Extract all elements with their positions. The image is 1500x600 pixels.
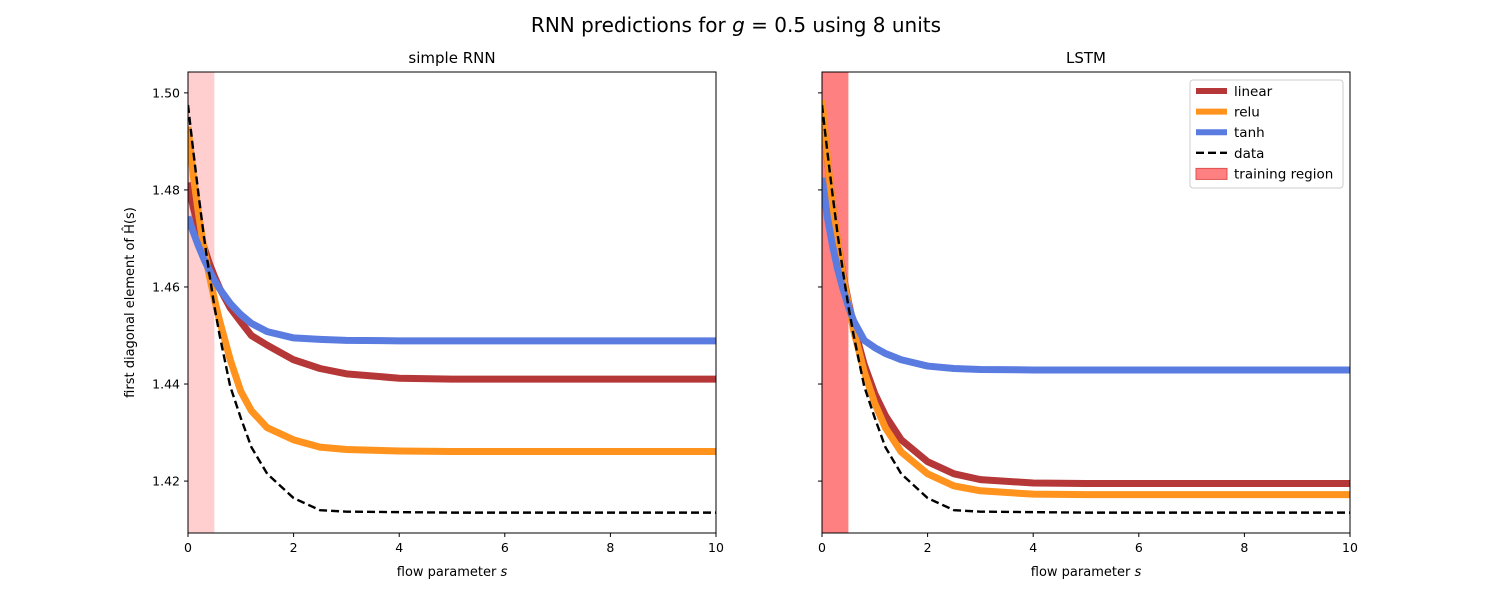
legend-box <box>1189 79 1344 189</box>
x-axis-label: flow parameter s <box>1031 565 1142 580</box>
series-line-data <box>822 104 1350 514</box>
x-tick-label: 0 <box>818 540 826 555</box>
legend-label: training region <box>1234 166 1333 182</box>
plot-area <box>188 104 716 514</box>
x-tick-label: 2 <box>924 540 932 555</box>
legend-label: tanh <box>1234 125 1265 141</box>
x-tick-label: 10 <box>1342 540 1358 555</box>
plot-area <box>822 99 1350 514</box>
series-line-linear <box>188 181 716 383</box>
x-axis-label-var: s <box>1134 565 1141 580</box>
x-tick-label: 0 <box>184 540 192 555</box>
y-tick-label: 1.42 <box>152 474 180 489</box>
series-line-tanh <box>188 215 716 345</box>
y-tick-label: 1.50 <box>152 85 180 100</box>
x-tick-label: 8 <box>606 540 614 555</box>
subplot-lstm: 0 2 4 6 8 10 LSTM flow parameter s linear relu tan… <box>818 49 1358 580</box>
legend-label: data <box>1234 146 1264 162</box>
x-tick-label: 8 <box>1240 540 1248 555</box>
y-tick-label: 1.46 <box>152 279 180 294</box>
x-tick-label: 4 <box>395 540 403 555</box>
series-line-data <box>188 104 716 514</box>
figure-title-prefix: RNN predictions for <box>531 13 732 37</box>
y-tick-label: 1.48 <box>152 182 180 197</box>
x-tick-label: 10 <box>708 540 724 555</box>
subplot-title: simple RNN <box>408 49 495 67</box>
x-axis-label: flow parameter s <box>397 565 508 580</box>
legend: linear relu tanh data training region <box>1189 79 1344 189</box>
x-tick-label: 2 <box>290 540 298 555</box>
subplot-title: LSTM <box>1066 49 1106 67</box>
y-tick-label: 1.44 <box>152 377 180 392</box>
legend-label: relu <box>1234 105 1260 121</box>
subplot-simple-rnn: 0 2 4 6 8 10 1.42 1.44 1.46 1.48 1.50 simple RNN flo… <box>122 49 724 580</box>
series-line-relu <box>188 126 716 455</box>
axes-frame <box>187 71 717 534</box>
series-line-tanh <box>822 177 1350 374</box>
x-tick-label: 6 <box>501 540 509 555</box>
legend-label: linear <box>1234 84 1273 100</box>
figure-title-eq: = 0.5 using 8 units <box>745 13 941 37</box>
x-axis-label-var: s <box>500 565 507 580</box>
legend-swatch-training-region <box>1195 167 1228 180</box>
x-tick-label: 6 <box>1135 540 1143 555</box>
y-axis-label: first diagonal element of Ĥ(s) <box>122 207 138 398</box>
x-axis-label-text: flow parameter <box>1031 565 1135 580</box>
figure-title-var: g <box>732 13 745 37</box>
x-axis-label-text: flow parameter <box>397 565 501 580</box>
x-tick-label: 4 <box>1029 540 1037 555</box>
axes-frame <box>821 71 1351 534</box>
figure-title: RNN predictions for g = 0.5 using 8 unit… <box>531 13 941 37</box>
